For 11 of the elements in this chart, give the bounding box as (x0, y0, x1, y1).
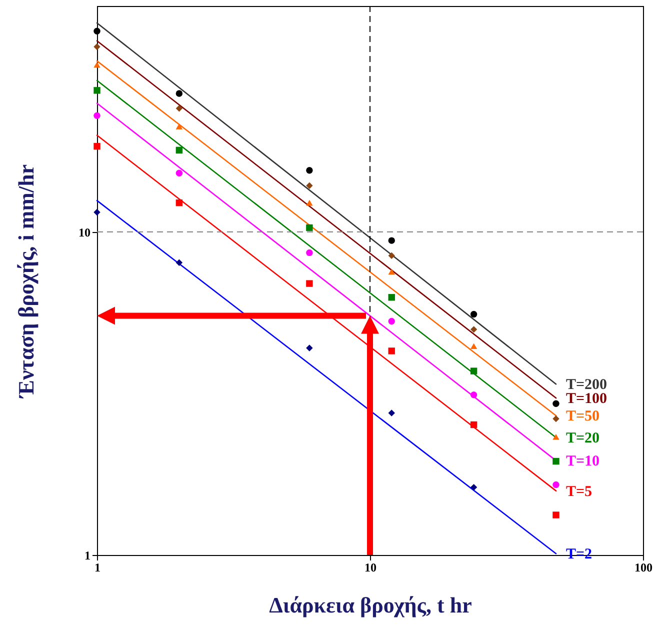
x-axis-title: Διάρκεια βροχής, t hr (269, 592, 472, 618)
series-label: T=100 (566, 391, 608, 408)
series-label: T=10 (566, 454, 600, 470)
series-label: T=5 (566, 484, 592, 500)
series-label: T=20 (566, 430, 600, 447)
x-tick-label: 1 (94, 560, 100, 574)
series-label: T=200 (566, 377, 608, 394)
x-tick-label: 10 (364, 560, 376, 574)
y-axis-title: Ένταση βροχής, i mm/hr (14, 164, 38, 399)
x-tick-label: 100 (634, 560, 652, 574)
series-label: T=50 (566, 408, 600, 425)
